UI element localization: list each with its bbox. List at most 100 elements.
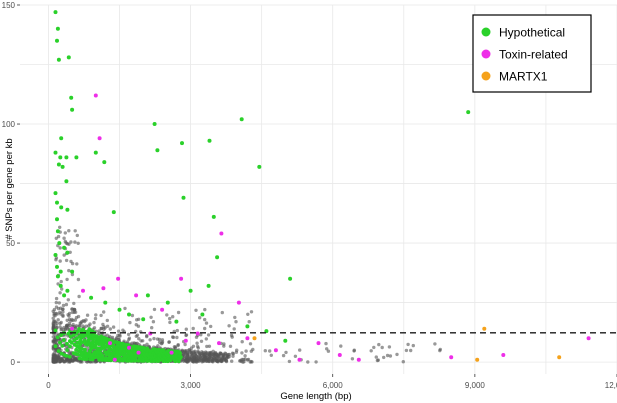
background-point bbox=[404, 348, 409, 353]
background-point bbox=[263, 349, 267, 353]
x-tick-label: 9,000 bbox=[465, 381, 486, 390]
hypothetical-point bbox=[59, 333, 63, 338]
hypothetical-point bbox=[142, 346, 147, 350]
hypothetical-point bbox=[207, 138, 212, 143]
toxin-related-point bbox=[337, 353, 342, 357]
background-point bbox=[60, 287, 64, 291]
background-point bbox=[240, 340, 244, 344]
legend-martx1-label: MARTX1 bbox=[499, 70, 548, 84]
hypothetical-point bbox=[145, 346, 150, 351]
background-point bbox=[200, 350, 204, 354]
background-point bbox=[62, 236, 66, 240]
hypothetical-point bbox=[70, 107, 75, 112]
hypothetical-point bbox=[72, 338, 77, 343]
background-point bbox=[175, 328, 179, 333]
hypothetical-point bbox=[103, 300, 108, 305]
background-point bbox=[184, 349, 189, 353]
toxin-related-point bbox=[586, 336, 591, 341]
toxin-related-point bbox=[116, 276, 121, 281]
background-point bbox=[352, 348, 356, 352]
toxin-related-point bbox=[134, 293, 139, 298]
background-point bbox=[110, 335, 115, 340]
toxin-related-point bbox=[219, 231, 224, 236]
toxin-related-point bbox=[97, 136, 102, 141]
hypothetical-point bbox=[165, 300, 170, 305]
background-point bbox=[68, 250, 72, 254]
background-point bbox=[406, 342, 410, 347]
background-point bbox=[230, 359, 234, 363]
background-point bbox=[240, 351, 244, 355]
hypothetical-point bbox=[55, 274, 60, 279]
legend-hypothetical-marker bbox=[481, 27, 491, 37]
background-point bbox=[247, 320, 251, 324]
background-point bbox=[99, 313, 103, 318]
hypothetical-point bbox=[56, 349, 61, 353]
background-point bbox=[251, 347, 255, 352]
background-point bbox=[411, 343, 415, 348]
background-point bbox=[65, 323, 69, 327]
background-point bbox=[176, 310, 181, 315]
hypothetical-point bbox=[68, 334, 73, 339]
background-point bbox=[127, 337, 131, 342]
background-point bbox=[385, 353, 390, 358]
hypothetical-point bbox=[58, 283, 63, 288]
background-point bbox=[238, 359, 242, 363]
hypothetical-point bbox=[116, 340, 121, 345]
background-point bbox=[135, 333, 140, 337]
background-point bbox=[382, 355, 386, 360]
toxin-related-point bbox=[148, 331, 153, 336]
background-point bbox=[52, 307, 57, 312]
background-point bbox=[59, 279, 63, 284]
background-point bbox=[105, 324, 110, 328]
highlighted-points bbox=[53, 10, 591, 364]
background-point bbox=[369, 349, 373, 353]
y-tick-label: 150 bbox=[2, 1, 16, 10]
background-point bbox=[69, 259, 73, 264]
background-point bbox=[70, 272, 75, 277]
hypothetical-point bbox=[79, 346, 84, 351]
hypothetical-point bbox=[127, 312, 131, 317]
background-point bbox=[54, 296, 59, 301]
hypothetical-point bbox=[152, 122, 157, 126]
background-point bbox=[207, 344, 212, 348]
background-point bbox=[70, 358, 74, 363]
hypothetical-point bbox=[55, 38, 59, 43]
background-point bbox=[293, 354, 298, 358]
background-point bbox=[248, 342, 253, 346]
hypothetical-point bbox=[66, 331, 71, 336]
hypothetical-point bbox=[283, 338, 288, 343]
hypothetical-point bbox=[81, 327, 85, 332]
background-point bbox=[245, 358, 250, 362]
toxin-related-point bbox=[169, 350, 174, 355]
background-point bbox=[234, 320, 238, 324]
hypothetical-point bbox=[111, 339, 115, 343]
background-point bbox=[387, 345, 392, 349]
background-point bbox=[52, 319, 57, 323]
legend-martx1-marker bbox=[481, 71, 491, 81]
background-point bbox=[193, 349, 197, 353]
background-point bbox=[151, 320, 156, 324]
hypothetical-point bbox=[55, 26, 60, 31]
background-point bbox=[199, 339, 204, 343]
hypothetical-point bbox=[466, 110, 471, 115]
hypothetical-point bbox=[155, 148, 160, 153]
hypothetical-point bbox=[264, 329, 269, 334]
background-point bbox=[99, 326, 103, 331]
toxin-related-point bbox=[217, 341, 221, 346]
hypothetical-point bbox=[64, 354, 69, 358]
hypothetical-point bbox=[65, 207, 70, 212]
background-point bbox=[298, 348, 302, 352]
hypothetical-point bbox=[181, 195, 186, 200]
background-point bbox=[85, 313, 90, 317]
toxin-related-point bbox=[112, 357, 117, 362]
hypothetical-point bbox=[57, 241, 62, 246]
hypothetical-point bbox=[53, 344, 58, 349]
background-point bbox=[150, 326, 154, 330]
toxin-related-point bbox=[183, 338, 188, 343]
background-point bbox=[183, 342, 187, 347]
legend: Hypothetical Toxin-related MARTX1 bbox=[472, 14, 592, 93]
toxin-related-point bbox=[93, 93, 98, 98]
background-point bbox=[117, 338, 121, 342]
background-point bbox=[72, 301, 76, 306]
hypothetical-point bbox=[56, 57, 61, 62]
